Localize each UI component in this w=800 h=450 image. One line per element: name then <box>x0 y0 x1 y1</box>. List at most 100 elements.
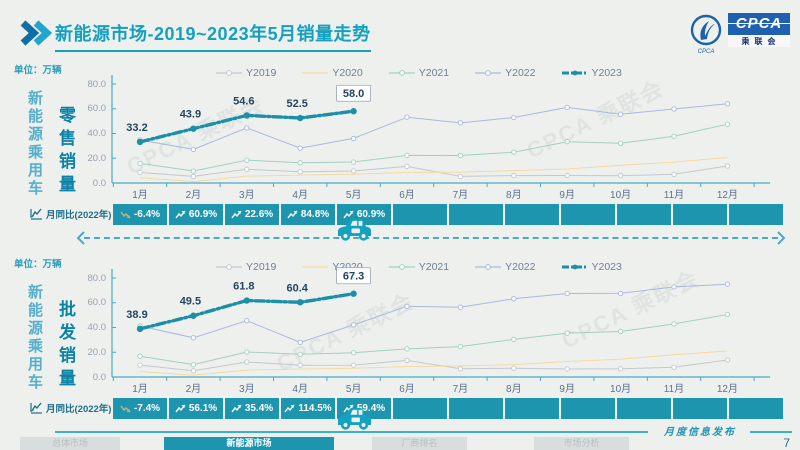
series-line-y2022 <box>139 283 728 343</box>
tab-nev-market[interactable]: 新能源市场 <box>164 437 334 450</box>
yoy-value: 84.8% <box>300 209 330 220</box>
data-point <box>511 336 517 343</box>
data-label: 61.8 <box>233 281 254 293</box>
ev-car-icon <box>338 408 371 430</box>
data-point <box>243 112 250 119</box>
data-point <box>724 281 731 287</box>
trend-chart-icon <box>30 208 42 220</box>
data-point <box>136 138 144 146</box>
tab-market-analysis[interactable]: 市场分析 <box>534 437 629 450</box>
arrow-left-icon <box>76 231 85 245</box>
legend-line-sample <box>216 264 242 270</box>
retail-chart-block: 单位：万辆 新能源乘用车 零售销量 80.0 60.0 40.0 20.0 0.0 Y2… <box>0 60 800 232</box>
data-point <box>244 349 250 355</box>
data-label: 33.2 <box>126 122 147 134</box>
timeline-divider <box>76 231 786 245</box>
trend-up-icon <box>231 404 242 413</box>
data-point <box>457 152 464 159</box>
data-point <box>724 121 731 127</box>
x-tick-label: 9月 <box>559 189 575 201</box>
data-label: 67.3 <box>343 271 364 283</box>
yoy-label-text: 月同比(2022年) <box>46 210 112 221</box>
data-point <box>137 353 143 359</box>
legend-item-y2023: Y2023 <box>561 67 622 79</box>
legend: Y2019 Y2020 Y2021 Y2022 Y2023 <box>216 67 622 79</box>
data-point <box>671 133 677 139</box>
data-point <box>457 366 464 372</box>
data-point <box>617 111 624 117</box>
yoy-cell <box>617 204 671 225</box>
yoy-cell <box>449 398 503 419</box>
data-point <box>244 125 250 131</box>
unit-label: 单位：万辆 <box>14 259 62 270</box>
page-number: 7 <box>783 436 790 450</box>
tab-overall-market[interactable]: 总体市场 <box>20 437 120 450</box>
yoy-cell: -6.4% <box>113 204 167 225</box>
data-point <box>457 173 464 180</box>
trend-up-icon <box>343 404 354 413</box>
series-line-y2019 <box>139 359 728 372</box>
cpca-logo: CPCA CPCA 乘联会 <box>686 13 790 55</box>
x-tick-label: 6月 <box>399 189 415 201</box>
x-tick-label: 10月 <box>610 189 631 201</box>
series-line-y2022 <box>139 103 728 150</box>
data-point <box>511 172 517 179</box>
yoy-cell <box>561 398 615 419</box>
data-point <box>671 106 677 112</box>
data-point <box>671 171 677 177</box>
tab-oem-ranking[interactable]: 厂商排名 <box>372 437 467 450</box>
data-point <box>671 284 677 290</box>
trend-down-icon <box>120 211 131 219</box>
data-point <box>190 368 197 374</box>
data-point <box>404 346 410 352</box>
data-point <box>297 169 303 175</box>
legend-line-sample <box>388 264 415 270</box>
yoy-cell <box>617 398 671 419</box>
data-point <box>404 152 410 159</box>
yoy-cell: -7.4% <box>113 398 167 419</box>
data-point <box>297 114 304 122</box>
x-tick-label: 11月 <box>664 189 684 201</box>
yoy-value: 35.4% <box>244 403 274 414</box>
y-tick-label: 80.0 <box>87 272 107 284</box>
data-label: 43.9 <box>180 109 201 121</box>
y-tick-label: 20.0 <box>87 346 107 358</box>
yoy-cell: 22.6% <box>225 204 279 225</box>
title-chevrons-icon <box>20 20 53 51</box>
yoy-cell <box>561 204 615 225</box>
data-point <box>617 140 624 146</box>
data-point <box>617 366 624 372</box>
trend-up-icon <box>175 404 186 413</box>
legend-line-sample <box>216 70 242 76</box>
x-tick-label: 4月 <box>292 383 308 395</box>
wholesale-chart-block: 单位：万辆 新能源乘用车 批发销量 80.0 60.0 40.0 20.0 0.0 Y2… <box>0 254 800 426</box>
data-point <box>564 290 570 297</box>
data-point <box>243 297 250 304</box>
trend-up-icon <box>175 210 186 219</box>
data-point <box>190 168 197 174</box>
data-point <box>671 321 677 327</box>
cpca-emblem-icon: CPCA <box>690 14 722 55</box>
trend-up-icon <box>284 404 295 413</box>
yoy-cell <box>449 204 503 225</box>
logo-sub-text: 乘联会 <box>728 35 790 47</box>
yoy-cell <box>673 204 727 225</box>
legend-line-sample <box>475 264 502 270</box>
data-point <box>244 157 250 163</box>
unit-label: 单位：万辆 <box>14 65 62 76</box>
y-tick-label: 0.0 <box>92 177 106 189</box>
y-tick-label: 80.0 <box>87 78 107 90</box>
yoy-label: 月同比(2022年) <box>30 401 111 415</box>
x-tick-label: 8月 <box>506 383 522 395</box>
data-point <box>350 362 357 368</box>
series-line-y2021 <box>139 123 728 172</box>
data-point <box>511 296 517 302</box>
x-tick-label: 9月 <box>559 383 575 395</box>
yoy-cell <box>505 204 559 225</box>
yoy-value: 22.6% <box>244 209 274 220</box>
data-point <box>350 159 357 165</box>
data-point <box>671 364 677 370</box>
x-tick-label: 5月 <box>346 189 362 201</box>
y-tick-label: 40.0 <box>87 128 107 139</box>
data-point <box>297 339 303 346</box>
